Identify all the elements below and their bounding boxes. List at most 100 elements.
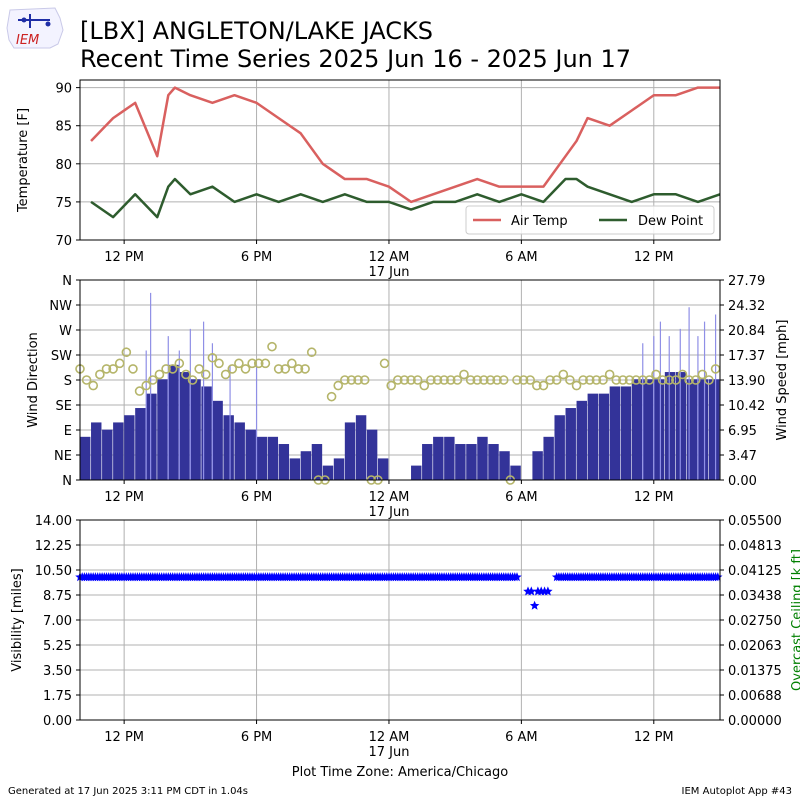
wind-direction-marker: [479, 375, 489, 385]
wind-speed-bar: [223, 415, 234, 480]
wind-direction-marker: [340, 375, 350, 385]
x-tick-label: 12 PM: [634, 730, 674, 745]
wind-speed-bar: [91, 422, 102, 480]
wind-direction-marker: [386, 380, 396, 391]
y2-tick-label: 24.32: [728, 299, 765, 314]
visibility-grid: [80, 519, 720, 721]
wind-speed-bar: [300, 451, 312, 480]
y-tick-label: N: [62, 474, 72, 489]
wind-speed-bar: [113, 422, 124, 480]
y-tick-label: N: [62, 274, 72, 289]
wind-speed-bar: [510, 465, 521, 480]
wind-direction-marker: [578, 375, 588, 385]
timezone-label: Plot Time Zone: America/Chicago: [292, 765, 508, 780]
wind-direction-marker: [220, 369, 231, 380]
ceiling-axis-label: Overcast Ceiling [k ft]: [790, 549, 800, 691]
x-tick-label: 6 AM: [505, 490, 538, 505]
wind-direction-marker: [194, 364, 204, 374]
wind-speed-bar: [333, 458, 345, 480]
visibility-panel: 0.001.753.505.257.008.7510.5012.2514.00 …: [10, 514, 800, 760]
wind-direction-marker: [631, 375, 641, 385]
wind-direction-marker: [141, 380, 152, 391]
wind-speed-bar: [697, 379, 709, 480]
wind-direction-marker: [565, 375, 575, 385]
wind-direction-marker: [353, 375, 363, 385]
wind-speed-bar: [377, 458, 389, 480]
wind-speed-bar: [355, 415, 367, 480]
air-temp-line: [90, 86, 720, 204]
visibility-marker-low: [529, 600, 540, 610]
wind-direction-marker: [346, 375, 357, 385]
temperature-series: [90, 86, 721, 219]
wind-direction-marker: [114, 358, 125, 369]
generated-note: Generated at 17 Jun 2025 3:11 PM CDT in …: [8, 786, 248, 797]
wind-direction-marker: [644, 375, 655, 385]
y-tick-label: W: [59, 324, 72, 339]
wind-direction-marker: [234, 358, 244, 369]
wind-direction-marker: [88, 380, 99, 391]
x-tick-label: 12 PM: [104, 730, 144, 745]
wind-direction-marker: [128, 364, 138, 374]
wind-direction-marker: [108, 364, 118, 374]
y2-tick-label: 0.02750: [728, 614, 782, 629]
wind-speed-bar: [157, 379, 168, 480]
y2-tick-label: 0.00: [728, 474, 757, 489]
x-date-label: 17 Jun: [368, 505, 409, 520]
visibility-marker-low: [543, 586, 553, 596]
temperature-y-axis-label: Temperature [F]: [16, 108, 31, 213]
wind-direction-marker: [81, 375, 92, 385]
iem-logo: IEM: [6, 7, 64, 49]
wind-speed-bar: [146, 393, 157, 480]
wind-direction-marker: [200, 369, 211, 380]
x-tick-label: 12 AM: [369, 730, 410, 745]
y-tick-label: 14.00: [35, 514, 72, 529]
dew-point-line: [90, 177, 721, 219]
y-tick-label: 70: [55, 234, 72, 249]
wind-speed-bar: [631, 379, 643, 480]
x-tick-label: 6 PM: [241, 730, 272, 745]
wind-speed-bar: [598, 393, 610, 480]
wind-speed-bar: [543, 436, 554, 480]
y-tick-label: 5.25: [43, 639, 72, 654]
wind-speed-bar: [278, 444, 290, 480]
wind-direction-marker: [300, 364, 310, 374]
wind-direction-marker: [518, 375, 529, 385]
wind-direction-marker: [492, 375, 502, 385]
logo-text: IEM: [16, 33, 39, 48]
wind-speed-bar: [455, 444, 466, 480]
wind-speed-bar: [554, 415, 565, 480]
x-tick-label: 12 PM: [634, 250, 674, 265]
y2-tick-label: 0.00000: [728, 714, 782, 729]
x-tick-label: 12 PM: [104, 490, 144, 505]
iowa-outline-icon: [6, 7, 64, 49]
wind-direction-marker: [690, 375, 701, 385]
wind-direction-marker: [287, 358, 297, 369]
wind-direction-ticks: N NE E SE S SW W NW N: [49, 274, 80, 489]
wind-direction-marker: [651, 369, 661, 380]
y2-tick-label: 0.01375: [728, 664, 782, 679]
wind-speed-bar: [488, 444, 499, 480]
wind-speed-bar: [245, 429, 256, 480]
wind-direction-marker: [333, 380, 344, 391]
wind-speed-bar: [212, 400, 223, 480]
chart-title-line2: Recent Time Series 2025 Jun 16 - 2025 Ju…: [80, 45, 631, 73]
temperature-legend: Air Temp Dew Point: [465, 205, 715, 235]
wind-direction-marker: [293, 364, 304, 374]
wind-direction-marker: [664, 375, 675, 385]
wind-direction-marker: [379, 358, 390, 369]
wind-direction-marker: [657, 375, 668, 385]
wind-direction-marker: [181, 369, 191, 380]
wind-gust-bars: [145, 292, 717, 480]
x-tick-label: 12 AM: [369, 490, 410, 505]
wind-speed-bar: [620, 386, 632, 480]
wind-panel: N NE E SE S SW W NW N 0.00 3.47 6.95 10.42 13.90 17.3…: [26, 274, 790, 520]
x-tick-label: 6 AM: [505, 730, 538, 745]
visibility-x-ticks: 12 PM 6 PM 12 AM 6 AM 12 PM 17 Jun: [104, 720, 674, 760]
y2-tick-label: 0.04813: [728, 539, 782, 554]
visibility-axis-label: Visibility [miles]: [10, 568, 25, 671]
temperature-plot-frame: [79, 79, 721, 241]
y-tick-label: 90: [55, 82, 72, 97]
wind-direction-marker: [121, 347, 132, 358]
wind-speed-bar: [587, 393, 599, 480]
wind-direction-marker: [677, 369, 688, 380]
